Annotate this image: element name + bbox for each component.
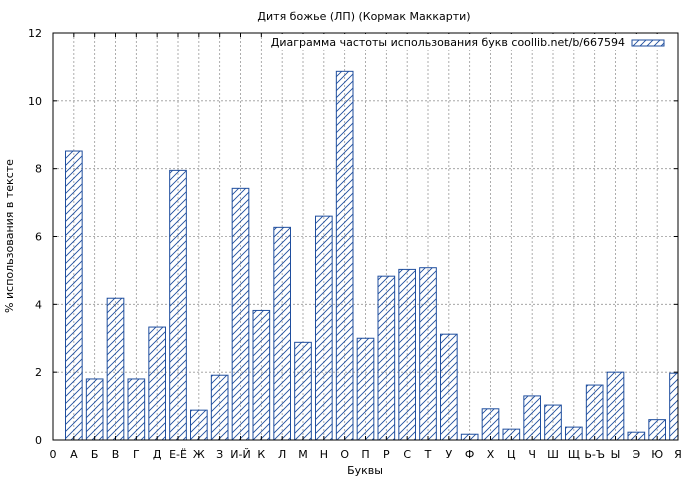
y-tick-label: 10: [28, 95, 42, 108]
x-tick-label: А: [70, 448, 78, 461]
legend-label: Диаграмма частоты использования букв coo…: [271, 36, 625, 49]
bar-З: [210, 374, 229, 441]
x-tick-label: Я: [674, 448, 682, 461]
x-tick-label: В: [112, 448, 120, 461]
x-tick-label: Ц: [507, 448, 516, 461]
x-tick-label: Г: [133, 448, 140, 461]
x-tick-label: Л: [278, 448, 286, 461]
bar-Х: [481, 408, 500, 441]
x-tick-label: Щ: [568, 448, 580, 461]
x-tick-label: 0: [50, 448, 57, 461]
x-tick-label: Ж: [193, 448, 205, 461]
x-tick-label: Ч: [528, 448, 536, 461]
x-tick-label: Е-Ё: [169, 448, 187, 461]
x-tick-label: У: [445, 448, 452, 461]
bar-Н: [315, 215, 333, 441]
x-tick-label: Ф: [465, 448, 474, 461]
x-tick-label: С: [403, 448, 411, 461]
legend-swatch: [631, 39, 665, 47]
y-tick-label: 8: [35, 163, 42, 176]
x-axis-label: Буквы: [347, 464, 383, 477]
bar-Я: [669, 372, 679, 441]
bar-В: [106, 297, 125, 441]
bar-Л: [273, 226, 292, 441]
bar-Б: [85, 378, 104, 441]
x-tick-label: Х: [487, 448, 495, 461]
bar-Т: [419, 267, 437, 441]
x-tick-label: Д: [153, 448, 162, 461]
x-tick-label: З: [216, 448, 223, 461]
bar-Ы: [606, 371, 625, 441]
x-tick-label: О: [340, 448, 349, 461]
chart-title: Дитя божье (ЛП) (Кормак Маккарти): [257, 10, 470, 23]
bar-И-Й: [231, 187, 250, 441]
y-tick-label: 6: [35, 231, 42, 244]
legend: Диаграмма частоты использования букв coo…: [268, 34, 672, 50]
x-tick-label: Ш: [547, 448, 559, 461]
x-tick-label: М: [298, 448, 308, 461]
y-tick-label: 12: [28, 27, 42, 40]
axes: [52, 32, 679, 441]
y-tick-label: 0: [35, 434, 42, 447]
bar-Ш: [544, 404, 562, 441]
plot-frame: [52, 32, 679, 441]
x-tick-label: К: [257, 448, 265, 461]
bar-С: [398, 268, 417, 441]
grid: [53, 33, 678, 440]
bar-О: [335, 70, 354, 441]
legend-box: [268, 34, 672, 50]
x-tick-label: Ы: [611, 448, 621, 461]
x-tick-label: Т: [424, 448, 432, 461]
bar-П: [356, 337, 375, 441]
bar-Ж: [190, 409, 208, 441]
y-axis-label: % использования в тексте: [3, 159, 16, 313]
x-tick-label: Б: [91, 448, 99, 461]
bar-Д: [148, 326, 166, 441]
bar-М: [294, 341, 312, 441]
bar-У: [440, 333, 458, 441]
x-tick-label: П: [361, 448, 369, 461]
x-tick-label: Ь-Ъ: [584, 448, 605, 461]
x-tick-label: Н: [320, 448, 328, 461]
bar-Е-Ё: [169, 169, 187, 441]
y-tick-label: 2: [35, 366, 42, 379]
y-tick-label: 4: [35, 298, 42, 311]
bar-Г: [127, 378, 146, 441]
bar-А: [65, 150, 83, 441]
bar-Р: [377, 275, 396, 441]
bar-Ч: [523, 395, 541, 441]
x-tick-label: Э: [632, 448, 640, 461]
bar-Ь-Ъ: [585, 384, 604, 441]
x-tick-label: Р: [383, 448, 390, 461]
x-tick-label: И-Й: [230, 448, 250, 461]
x-tick-label: Ю: [651, 448, 663, 461]
bar-К: [252, 309, 271, 441]
